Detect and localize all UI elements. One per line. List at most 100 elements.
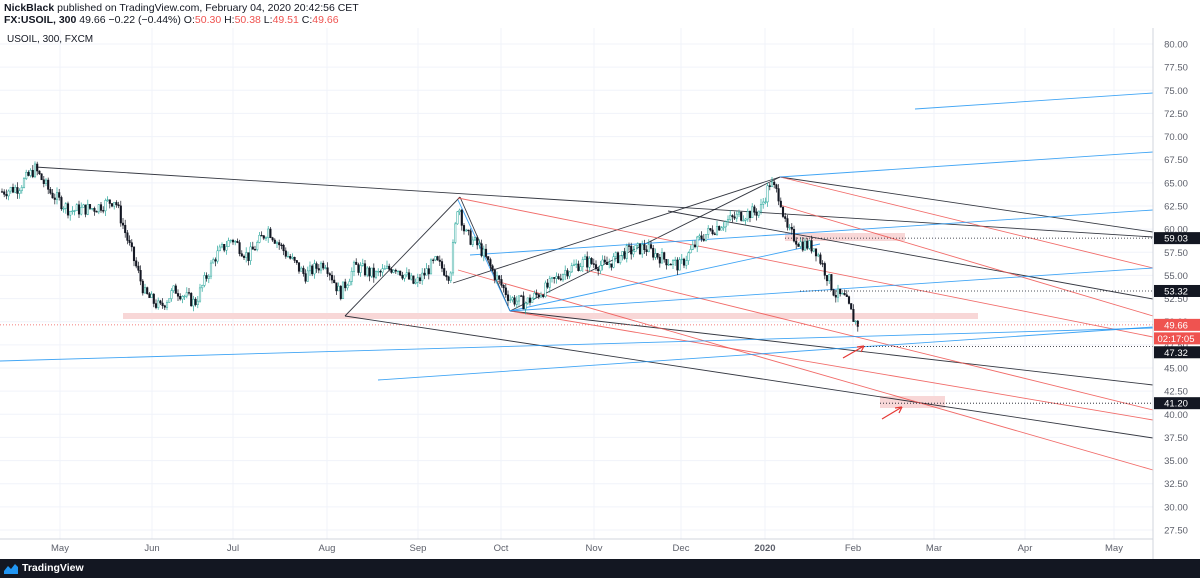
candle-body [718,226,721,231]
time-tick-label: May [51,543,69,554]
candle-body [737,212,741,215]
candle-body [102,210,105,212]
candle-body [181,296,184,300]
candle-body [817,254,820,257]
candle-body [249,246,252,261]
black-pivot-leg [344,196,461,317]
price-tick-label: 60.00 [1164,225,1188,236]
candle-body [359,265,362,273]
time-tick-label: Feb [845,543,861,554]
candle-body [711,229,714,235]
candle-body [381,268,384,273]
candle-body [163,305,166,308]
candle-body [366,267,369,276]
brand-name[interactable]: TradingView [22,562,84,574]
chart-header: NickBlack published on TradingView.com, … [0,0,1200,28]
black-fork-upper [779,176,1154,233]
price-change: −0.22 (−0.44%) [108,14,181,26]
candle-body [647,244,650,252]
price-label-box [1154,232,1200,245]
candle-body [60,197,63,210]
price-label-text: 41.20 [1164,399,1188,410]
candle-body [658,256,661,264]
time-tick-label: Apr [1018,543,1033,554]
candle-body [555,276,558,279]
trend-drawings[interactable] [0,92,1154,471]
candle-body [473,237,477,241]
candle-body [148,293,151,298]
candle-body [55,192,59,200]
candle-body [599,265,602,272]
candle-body [412,275,415,284]
candle-body [484,248,488,257]
candle-body [469,230,472,245]
candle-body [82,204,85,208]
candle-body [337,285,340,292]
candle-body [854,320,857,323]
candle-body [733,216,736,219]
price-label-text: 59.03 [1164,234,1188,245]
candle-body [66,203,70,216]
time-axis[interactable]: May Jun Jul Aug Sep Oct Nov Dec 2020 Feb Mar Apr May [51,543,1123,554]
candle-body [566,270,569,277]
candle-body [42,179,45,184]
candle-body [663,252,666,260]
candle-body [16,187,19,194]
candle-body [572,264,576,266]
candle-body [286,256,290,258]
price-tick-label: 37.50 [1164,433,1188,444]
candle-body [40,173,43,181]
price-tick-label: 67.50 [1164,155,1188,166]
candle-body [748,211,752,218]
candle-body [401,274,404,279]
candle-body [812,248,815,252]
candle-body [619,255,622,263]
time-tick-label: Aug [319,543,336,554]
candle-body [511,297,514,301]
candle-body [544,282,547,297]
candle-body [645,249,648,252]
candle-body [586,256,589,268]
author-name[interactable]: NickBlack [4,2,55,14]
candle-body [821,263,824,265]
time-tick-label: 2020 [754,543,775,554]
price-tick-label: 77.50 [1164,63,1188,74]
candle-body [770,181,774,187]
candle-body [786,218,789,228]
symbol-label[interactable]: FX:USOIL, 300 [4,14,77,26]
candle-body [436,256,439,261]
candle-body [502,284,505,289]
time-tick-label: Mar [926,543,942,554]
candle-body [671,260,675,265]
candle-body [614,252,617,257]
candle-body [379,271,382,273]
price-label-box [1154,332,1200,345]
candle-body [713,233,716,235]
candle-body [14,187,17,193]
price-tick-label: 47.50 [1164,340,1188,351]
candle-body [326,267,329,274]
candle-body [91,208,94,210]
price-chart[interactable]: 80.00 77.50 75.00 72.50 70.00 67.50 65.00 62.50… [0,28,1200,559]
candle-body [3,191,6,195]
candle-body [471,239,474,245]
candle-body [847,296,851,304]
price-axis[interactable]: 80.00 77.50 75.00 72.50 70.00 67.50 65.00 62.50… [1164,40,1188,537]
candle-body [434,256,437,261]
candle-body [834,294,837,298]
candle-body [108,199,111,204]
candle-body [722,226,725,229]
candle-body [715,226,719,235]
low-value: 49.51 [272,14,299,26]
candle-body [638,243,642,255]
candle-body [621,251,624,256]
candle-body [443,268,446,276]
candle-body [509,299,512,301]
candle-body [665,259,668,266]
candle-body [643,244,646,250]
candle-body [608,263,611,265]
candle-body [495,275,499,280]
candle-body [405,272,408,276]
candle-body [515,300,518,305]
candle-body [383,268,386,270]
